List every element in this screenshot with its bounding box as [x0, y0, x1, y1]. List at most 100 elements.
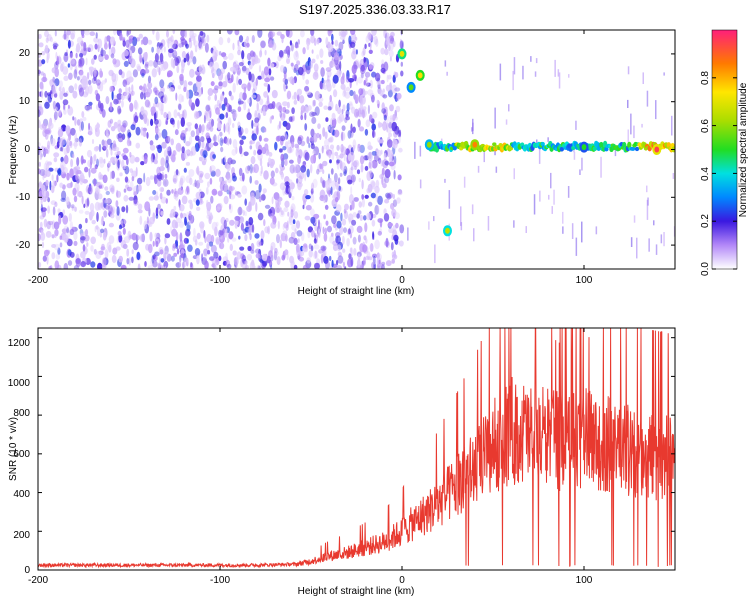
spectrogram-speckle: [181, 110, 185, 119]
spectrogram-speckle: [332, 74, 339, 84]
spectrogram-speckle: [393, 169, 396, 180]
spectrogram-speckle: [93, 67, 97, 78]
spectrogram-speckle: [55, 253, 61, 260]
spectrogram-speckle: [43, 118, 49, 127]
spectrogram-streak: [433, 216, 435, 222]
spectrogram-speckle: [314, 250, 318, 259]
spectrogram-speckle: [121, 100, 124, 108]
spectrogram-speckle: [149, 144, 156, 151]
spectrogram-speckle: [232, 123, 235, 128]
spectrogram-speckle: [199, 41, 204, 50]
spectrogram-feature-core: [417, 72, 423, 79]
spectrogram-speckle: [382, 182, 387, 189]
spectrogram-speckle: [399, 40, 404, 50]
spectrogram-speckle: [344, 91, 351, 99]
spectrogram-speckle: [84, 198, 90, 208]
spectrogram-speckle: [66, 227, 70, 234]
colorbar-tick-label: 0.6: [700, 119, 711, 133]
spectrogram-speckle: [357, 210, 362, 215]
spectrogram-speckle: [324, 227, 328, 234]
spectrogram-speckle: [188, 169, 195, 177]
spectrogram-speckle: [64, 51, 68, 57]
spectrogram-speckle: [349, 89, 354, 97]
spectrogram-speckle: [289, 159, 294, 164]
spectrogram-streak: [444, 178, 446, 183]
spectrogram-speckle: [110, 156, 115, 163]
spectrogram-speckle: [313, 132, 318, 143]
spectrogram-speckle: [243, 86, 247, 94]
spectrogram-speckle: [340, 131, 346, 141]
spectrogram-speckle: [320, 253, 324, 264]
spectrogram-speckle: [241, 172, 245, 182]
spectrogram-speckle: [290, 62, 294, 67]
spectrogram-speckle: [374, 204, 380, 215]
spectrogram-streak: [663, 232, 665, 247]
spectrogram-speckle: [386, 193, 392, 200]
spectrogram-speckle: [72, 90, 78, 99]
spectrogram-speckle: [139, 54, 143, 64]
spectrogram-speckle: [206, 242, 210, 251]
spectrogram-speckle: [228, 231, 234, 240]
spectrogram-speckle: [57, 247, 61, 255]
spectrogram-speckle: [212, 154, 217, 159]
spectrogram-speckle: [202, 36, 206, 47]
spectrogram-speckle: [67, 39, 71, 49]
spectrogram-speckle: [358, 177, 361, 183]
spectrogram-speckle: [116, 236, 120, 244]
spectrogram-speckle: [260, 194, 266, 201]
spectrogram-speckle: [63, 75, 69, 82]
spectrogram-speckle: [46, 144, 50, 155]
spectrogram-speckle: [260, 165, 263, 175]
spectrogram-speckle: [184, 216, 188, 226]
spectrogram-speckle: [74, 206, 77, 212]
spectrogram-speckle: [388, 122, 393, 129]
spectrogram-speckle: [389, 41, 394, 51]
spectrogram-speckle: [236, 75, 239, 86]
spectrogram-speckle: [95, 186, 99, 194]
spectrogram-speckle: [83, 203, 86, 208]
spectrogram-speckle: [111, 71, 114, 78]
spectrogram-speckle: [104, 36, 108, 46]
spectrogram-speckle: [344, 30, 348, 35]
spectrogram-speckle: [381, 108, 387, 114]
spectrogram-streak: [646, 185, 648, 193]
spectrogram-speckle: [329, 255, 332, 262]
spectrogram-speckle: [38, 262, 42, 268]
spectrogram-speckle: [60, 137, 67, 146]
spectrogram-streak: [633, 215, 636, 223]
spectrogram-speckle: [271, 196, 274, 205]
spectrogram-speckle: [46, 220, 51, 230]
spectrogram-speckle: [293, 237, 298, 245]
spectrogram-speckle: [196, 255, 200, 265]
spectrogram-speckle: [110, 171, 112, 180]
spectrogram-speckle: [250, 73, 255, 83]
spectrogram-speckle: [153, 195, 159, 201]
spectrogram-speckle: [155, 213, 159, 219]
spectrogram-speckle: [257, 30, 263, 38]
spectrogram-speckle: [323, 195, 326, 204]
spectrogram-speckle: [83, 234, 90, 242]
spectrogram-speckle: [295, 151, 299, 157]
spectrogram-speckle: [325, 117, 329, 122]
spectrogram-speckle: [391, 121, 398, 132]
spectrogram-speckle: [164, 266, 167, 269]
spectrogram-speckle: [38, 168, 41, 175]
spectrogram-speckle: [257, 212, 264, 221]
spectrogram-speckle: [232, 175, 237, 182]
spectrogram-speckle: [342, 248, 346, 253]
spectrogram-speckle: [40, 184, 46, 192]
spectrogram-speckle: [187, 125, 192, 132]
spectrogram-speckle: [389, 56, 392, 62]
spectrogram-speckle: [331, 259, 334, 268]
spectrogram-speckle: [377, 205, 380, 214]
spectrogram-speckle: [101, 243, 105, 251]
spectrogram-speckle: [282, 230, 288, 237]
spectrogram-speckle: [63, 103, 66, 111]
spectrogram-speckle: [52, 82, 57, 92]
spectrogram-speckle: [346, 237, 350, 247]
spectrogram-speckle: [249, 164, 253, 174]
spectrogram-speckle: [67, 260, 73, 266]
spectrogram-speckle: [237, 121, 241, 129]
spectrogram-speckle: [314, 90, 321, 100]
spectrogram-speckle: [209, 125, 214, 132]
